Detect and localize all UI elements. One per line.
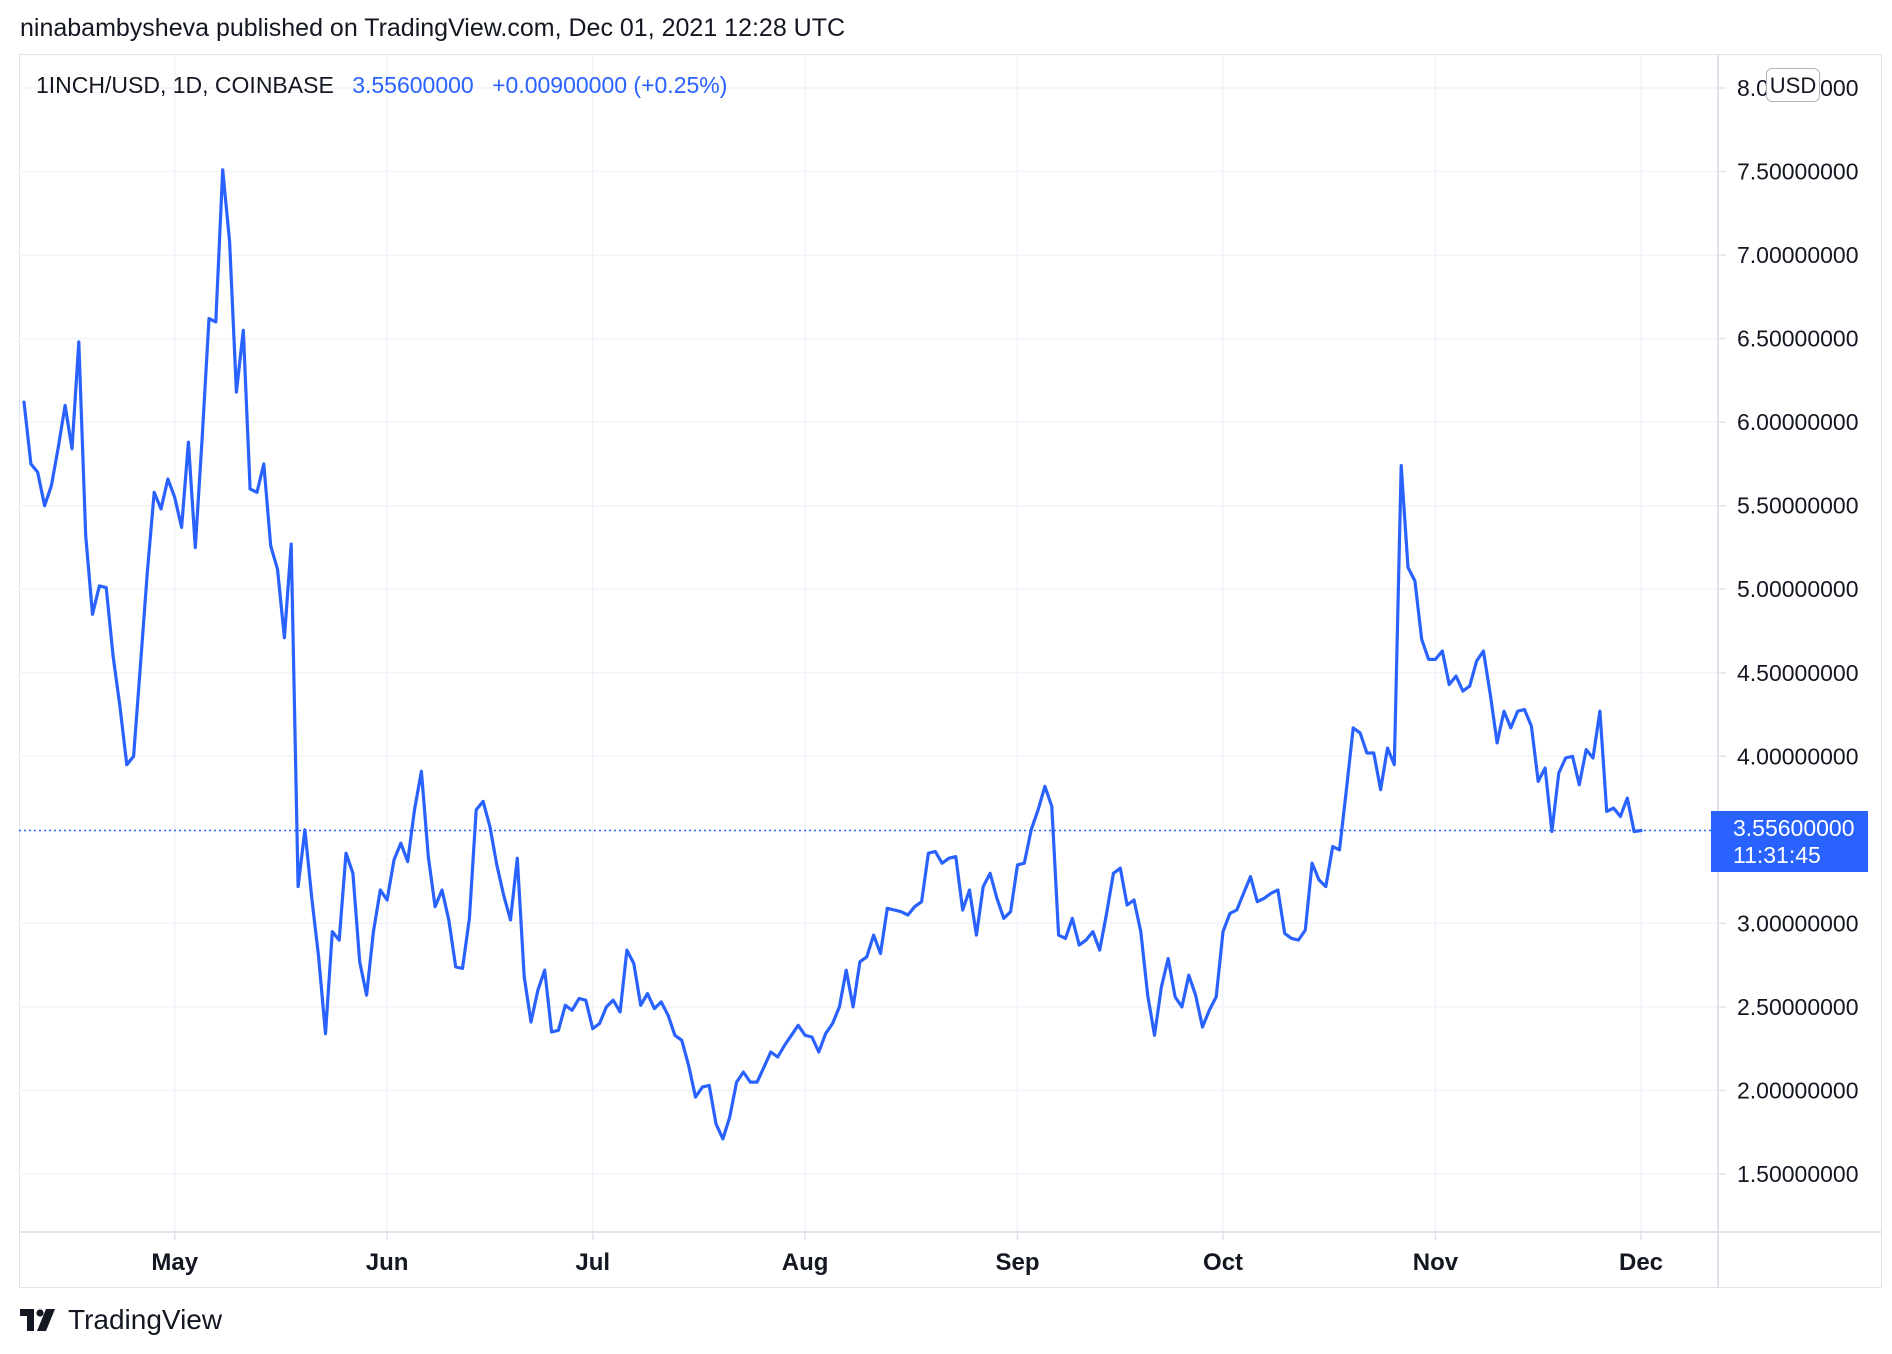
symbol-legend[interactable]: 1INCH/USD, 1D, COINBASE 3.55600000 +0.00… bbox=[36, 72, 727, 99]
x-tick-label: Jul bbox=[575, 1249, 610, 1276]
axes bbox=[19, 54, 1882, 1288]
y-tick-label: 5.50000000 bbox=[1737, 493, 1859, 519]
tradingview-logo[interactable]: TradingView bbox=[20, 1304, 222, 1336]
tradingview-logo-text: TradingView bbox=[68, 1304, 223, 1335]
symbol-label: 1INCH/USD, 1D, COINBASE bbox=[36, 72, 334, 98]
y-axis-labels: 8.000000007.500000007.000000006.50000000… bbox=[1737, 75, 1859, 1187]
publisher-header: ninabambysheva published on TradingView.… bbox=[20, 14, 846, 42]
y-tick-label: 6.00000000 bbox=[1737, 409, 1859, 435]
last-price-value: 3.55600000 bbox=[352, 72, 474, 98]
x-tick-label: Aug bbox=[782, 1249, 829, 1276]
x-tick-label: Nov bbox=[1413, 1249, 1459, 1276]
y-tick-label: 2.00000000 bbox=[1737, 1077, 1859, 1103]
x-tick-label: Dec bbox=[1619, 1249, 1663, 1276]
tradingview-logo-icon bbox=[20, 1309, 55, 1331]
y-tick-label: 1.50000000 bbox=[1737, 1161, 1859, 1187]
y-tick-label: 3.00000000 bbox=[1737, 910, 1859, 936]
y-tick-label: 2.50000000 bbox=[1737, 994, 1859, 1020]
x-tick-label: Sep bbox=[995, 1249, 1039, 1276]
x-tick-label: Jun bbox=[366, 1249, 409, 1276]
y-tick-label: 6.50000000 bbox=[1737, 326, 1859, 352]
y-tick-label: 4.50000000 bbox=[1737, 660, 1859, 686]
price-series-line bbox=[22, 168, 1643, 1141]
y-tick-label: 7.00000000 bbox=[1737, 242, 1859, 268]
y-tick-label: 7.50000000 bbox=[1737, 159, 1859, 185]
last-price-tag-value: 3.55600000 bbox=[1733, 815, 1855, 841]
grid-lines bbox=[19, 54, 1718, 1232]
y-tick-label: 4.00000000 bbox=[1737, 743, 1859, 769]
last-price-tag: 3.55600000 11:31:45 bbox=[1711, 811, 1868, 872]
currency-button[interactable]: USD bbox=[1766, 68, 1820, 102]
chart-pane[interactable] bbox=[19, 54, 1882, 1288]
y-tick-label: 5.00000000 bbox=[1737, 576, 1859, 602]
x-tick-label: Oct bbox=[1203, 1249, 1243, 1276]
x-axis-labels: May Jun Jul Aug Sep Oct Nov Dec bbox=[151, 1249, 1663, 1276]
bar-countdown: 11:31:45 bbox=[1733, 842, 1821, 868]
x-tick-label: May bbox=[151, 1249, 198, 1276]
price-change: +0.00900000 (+0.25%) bbox=[492, 72, 728, 98]
price-chart[interactable]: 8.000000007.500000007.000000006.50000000… bbox=[19, 54, 1882, 1288]
